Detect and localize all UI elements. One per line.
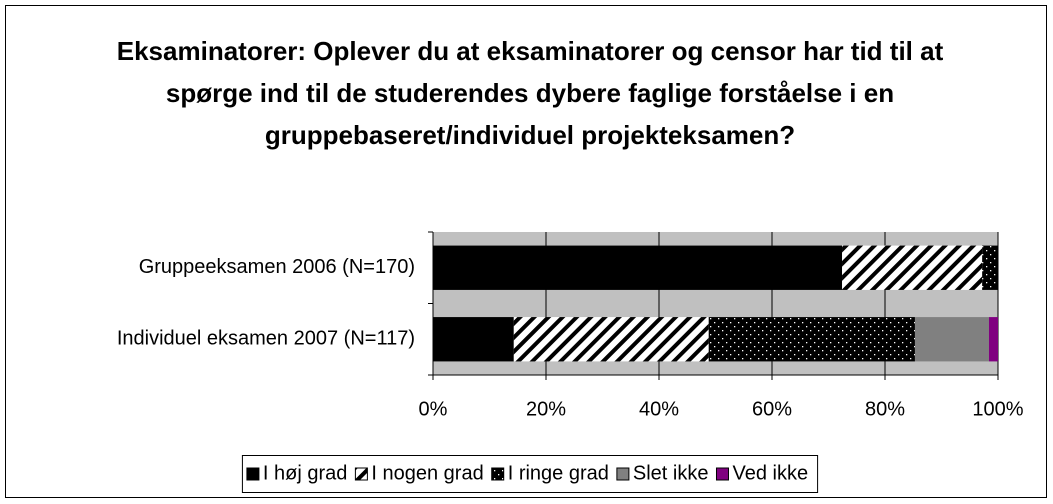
- legend-label: I nogen grad: [371, 462, 483, 484]
- y-tick-label: Gruppeeksamen 2006 (N=170): [139, 256, 415, 278]
- x-tick-label: 60%: [752, 398, 792, 420]
- x-tick-label: 0%: [419, 398, 448, 420]
- x-tick-label: 80%: [865, 398, 905, 420]
- bar-segment: [914, 317, 989, 362]
- legend-label: I høj grad: [263, 462, 347, 484]
- x-tick-label: 40%: [639, 398, 679, 420]
- legend-label: I ringe grad: [508, 462, 609, 484]
- bar-segment: [842, 245, 983, 290]
- legend-swatch: [354, 467, 368, 481]
- bar-segment: [988, 317, 998, 362]
- bar-segment: [433, 317, 514, 362]
- bar-segment: [708, 317, 915, 362]
- legend-swatch: [246, 467, 260, 481]
- x-tick-label: 20%: [526, 398, 566, 420]
- chart-title: Eksaminatorer: Oplever du at eksaminator…: [116, 36, 944, 150]
- bar-segment: [433, 245, 843, 290]
- legend-label: Slet ikke: [633, 462, 709, 484]
- y-tick-label: Individuel eksamen 2007 (N=117): [117, 328, 415, 350]
- legend-swatch: [715, 467, 729, 481]
- legend-label: Ved ikke: [732, 462, 808, 484]
- legend-swatch: [616, 467, 630, 481]
- legend-swatch: [491, 467, 505, 481]
- chart-border: [5, 5, 1047, 498]
- bar-segment: [982, 245, 998, 290]
- x-tick-label: 100%: [972, 398, 1023, 420]
- bar-segment: [513, 317, 709, 362]
